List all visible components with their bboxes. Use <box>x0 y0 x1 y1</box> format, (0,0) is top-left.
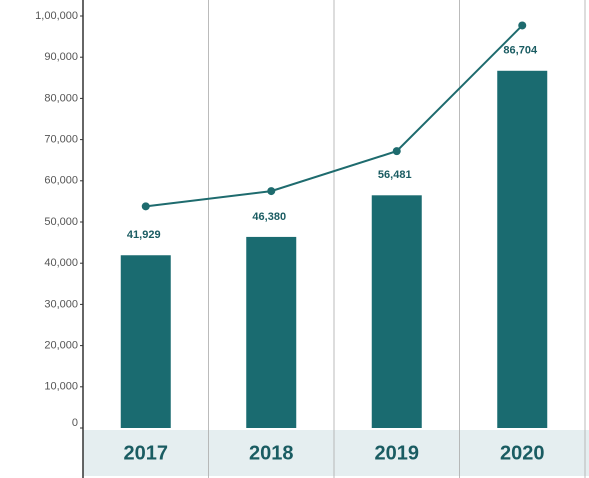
value-label: 46,380 <box>252 211 286 223</box>
y-tick-label: 70,000 <box>44 134 78 146</box>
line <box>145 24 523 208</box>
bar <box>371 195 422 428</box>
x-tick-label: 2020 <box>500 442 545 464</box>
y-tick-label: 20,000 <box>44 340 78 352</box>
x-tick-label: 2018 <box>249 442 294 464</box>
x-tick-label: 2017 <box>124 442 169 464</box>
y-tick-label: 30,000 <box>44 298 78 310</box>
bar <box>246 236 297 428</box>
y-tick-label: 90,000 <box>44 51 78 63</box>
value-label: 86,704 <box>503 45 538 57</box>
line-point <box>392 147 401 156</box>
line-point <box>267 187 276 196</box>
line-point <box>141 202 150 211</box>
value-label: 56,481 <box>378 169 412 181</box>
y-tick-label: 60,000 <box>44 175 78 187</box>
line-point <box>518 21 527 30</box>
y-tick-label: 50,000 <box>44 216 78 228</box>
x-tick-label: 2019 <box>375 442 420 464</box>
y-tick-label: 0 <box>72 417 78 429</box>
value-label: 41,929 <box>127 229 161 241</box>
y-tick-label: 40,000 <box>44 257 78 269</box>
y-tick-label: 1,00,000 <box>35 10 78 22</box>
category-band <box>83 430 589 476</box>
y-tick-label: 80,000 <box>44 92 78 104</box>
y-tick-label: 10,000 <box>44 381 78 393</box>
bar <box>120 255 171 428</box>
bar <box>497 70 548 429</box>
